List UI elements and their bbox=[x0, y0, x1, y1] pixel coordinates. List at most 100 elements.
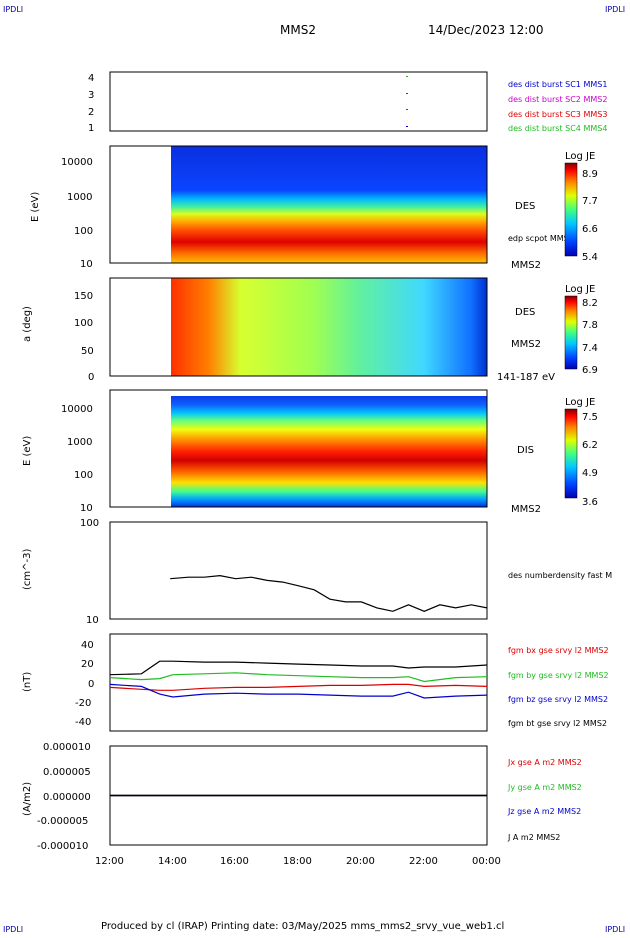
pitch-ytick-50: 50 bbox=[81, 346, 94, 357]
spacecraft-title: MMS2 bbox=[280, 23, 316, 37]
bfield-frame bbox=[109, 633, 488, 732]
panel-burst-ytick-1: 1 bbox=[88, 123, 94, 134]
bfield-bt-line bbox=[109, 660, 488, 676]
xtick-1600: 16:00 bbox=[220, 856, 249, 867]
pitch-angle-spectrogram bbox=[171, 278, 487, 376]
panel-pitch-angle: 150 100 50 0 a (deg) DES MMS2 141-187 eV… bbox=[22, 277, 598, 383]
burst-point-mms1 bbox=[406, 126, 408, 127]
current-ytick-3: -0.000005 bbox=[37, 816, 88, 827]
panel-burst-ytick-2: 2 bbox=[88, 107, 94, 118]
current-legend-j: J A m2 MMS2 bbox=[507, 833, 560, 842]
pitch-angle-frame bbox=[109, 277, 488, 377]
panel-burst-ytick-3: 3 bbox=[88, 90, 94, 101]
current-legend-jy: Jy gse A m2 MMS2 bbox=[507, 783, 582, 792]
des-energy-cbar-tick-2: 6.6 bbox=[582, 224, 598, 235]
xtick-2200: 22:00 bbox=[409, 856, 438, 867]
dis-energy-ytick-1000: 1000 bbox=[67, 437, 92, 448]
bfield-legend-bt: fgm bt gse srvy l2 MMS2 bbox=[508, 719, 607, 728]
xtick-2000: 20:00 bbox=[346, 856, 375, 867]
dis-energy-label-mms2: MMS2 bbox=[511, 504, 541, 515]
des-energy-cbar-tick-1: 7.7 bbox=[582, 196, 598, 207]
burst-point-mms3 bbox=[406, 93, 408, 94]
dis-energy-spectrogram bbox=[171, 396, 487, 507]
pitch-label-energy: 141-187 eV bbox=[497, 372, 555, 383]
panel-des-energy: 10000 1000 100 10 E (eV) DES edp scpot M… bbox=[30, 145, 598, 271]
current-ytick-1: 0.000005 bbox=[43, 767, 91, 778]
des-energy-ytick-10: 10 bbox=[80, 259, 93, 270]
pitch-label-mms2: MMS2 bbox=[511, 339, 541, 350]
dis-energy-ytick-10: 10 bbox=[80, 503, 93, 514]
burst-point-mms2 bbox=[406, 109, 408, 110]
current-ytick-2: 0.000000 bbox=[43, 792, 91, 803]
bfield-ytick-0: 0 bbox=[88, 679, 94, 690]
density-legend: des numberdensity fast M bbox=[508, 571, 612, 580]
pitch-cbar-tick-0: 8.2 bbox=[582, 298, 598, 309]
pitch-ytick-100: 100 bbox=[74, 318, 93, 329]
des-energy-cbar-tick-3: 5.4 bbox=[582, 252, 598, 263]
pitch-cbar-tick-3: 6.9 bbox=[582, 365, 598, 376]
dis-energy-ytick-10000: 10000 bbox=[61, 404, 93, 415]
density-ytick-10: 10 bbox=[86, 615, 99, 626]
burst-point-mms4 bbox=[406, 76, 408, 77]
bfield-ytick-minus20: -20 bbox=[75, 698, 91, 709]
panel-current-density: 0.000010 0.000005 0.000000 -0.000005 -0.… bbox=[22, 742, 582, 852]
des-energy-cbar-title: Log JE bbox=[565, 151, 595, 162]
dis-energy-ylabel: E (eV) bbox=[22, 436, 33, 466]
pitch-colorbar bbox=[564, 295, 578, 370]
panel-burst: 4 3 2 1 des dist burst SC1 MMS1 des dist… bbox=[88, 71, 607, 134]
dis-energy-colorbar bbox=[564, 408, 578, 499]
pitch-ylabel: a (deg) bbox=[22, 306, 33, 342]
bfield-by-line bbox=[109, 672, 488, 683]
bfield-bx-line bbox=[109, 683, 488, 691]
pitch-ytick-0: 0 bbox=[88, 372, 94, 383]
panel-burst-frame bbox=[109, 71, 488, 132]
bfield-ytick-40: 40 bbox=[81, 640, 94, 651]
des-energy-colorbar bbox=[564, 162, 578, 257]
des-energy-label-mms2: MMS2 bbox=[511, 260, 541, 271]
des-energy-spectrogram bbox=[171, 146, 487, 263]
corner-label-top-left: IPDLI bbox=[3, 5, 23, 14]
density-ytick-100: 100 bbox=[80, 518, 99, 529]
pitch-ytick-150: 150 bbox=[74, 291, 93, 302]
bfield-ytick-20: 20 bbox=[81, 659, 94, 670]
footer-text: Produced by cl (IRAP) Printing date: 03/… bbox=[101, 921, 504, 932]
des-energy-frame bbox=[109, 145, 488, 264]
pitch-cbar-title: Log JE bbox=[565, 284, 595, 295]
xtick-0000: 00:00 bbox=[472, 856, 501, 867]
dis-energy-label-dis: DIS bbox=[517, 445, 534, 456]
dis-energy-frame bbox=[109, 389, 488, 508]
current-legend-jx: Jx gse A m2 MMS2 bbox=[507, 758, 582, 767]
des-energy-ylabel: E (eV) bbox=[30, 192, 41, 222]
panel-density: 100 10 (cm^-3) des numberdensity fast M bbox=[22, 518, 612, 626]
xtick-1400: 14:00 bbox=[158, 856, 187, 867]
des-energy-ytick-1000: 1000 bbox=[67, 192, 92, 203]
pitch-cbar-tick-2: 7.4 bbox=[582, 343, 598, 354]
panel-dis-energy: 10000 1000 100 10 E (eV) DIS MMS2 Log JE… bbox=[22, 389, 598, 515]
des-energy-label-des: DES bbox=[515, 201, 535, 212]
legend-burst-mms4: des dist burst SC4 MMS4 bbox=[508, 124, 607, 133]
des-energy-cbar-tick-0: 8.9 bbox=[582, 169, 598, 180]
dis-energy-cbar-tick-0: 7.5 bbox=[582, 412, 598, 423]
des-energy-ytick-100: 100 bbox=[74, 226, 93, 237]
dis-energy-ytick-100: 100 bbox=[74, 470, 93, 481]
corner-label-bottom-left: IPDLI bbox=[3, 925, 23, 934]
xtick-1200: 12:00 bbox=[95, 856, 124, 867]
corner-label-top-right: IPDLI bbox=[605, 5, 625, 14]
corner-label-bottom-right: IPDLI bbox=[605, 925, 625, 934]
density-frame bbox=[109, 521, 488, 620]
dis-energy-cbar-tick-1: 6.2 bbox=[582, 440, 598, 451]
bfield-bz-line bbox=[109, 683, 488, 699]
current-ytick-0: 0.000010 bbox=[43, 742, 91, 753]
legend-burst-mms1: des dist burst SC1 MMS1 bbox=[508, 80, 607, 89]
bfield-ylabel: (nT) bbox=[22, 672, 33, 692]
bfield-legend-bz: fgm bz gse srvy l2 MMS2 bbox=[508, 695, 608, 704]
dis-energy-cbar-tick-3: 3.6 bbox=[582, 497, 598, 508]
current-ytick-4: -0.000010 bbox=[37, 841, 88, 852]
bfield-ytick-minus40: -40 bbox=[75, 717, 91, 728]
current-ylabel: (A/m2) bbox=[22, 782, 33, 816]
legend-burst-mms3: des dist burst SC3 MMS3 bbox=[508, 110, 607, 119]
panel-burst-ytick-4: 4 bbox=[88, 73, 94, 84]
current-legend-jz: Jz gse A m2 MMS2 bbox=[507, 807, 581, 816]
des-energy-ytick-10000: 10000 bbox=[61, 157, 93, 168]
